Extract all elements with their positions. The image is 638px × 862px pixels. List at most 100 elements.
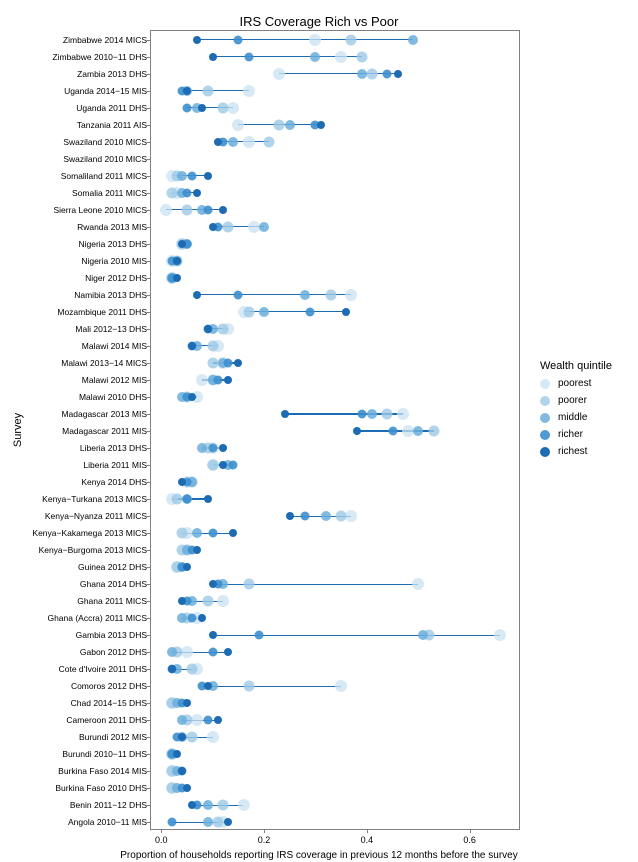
point-middle <box>367 409 377 419</box>
y-tick-mark <box>147 601 151 602</box>
y-tick-mark <box>147 686 151 687</box>
point-richest <box>209 580 217 588</box>
point-richer <box>203 205 212 214</box>
y-tick-mark <box>147 346 151 347</box>
point-poorest <box>335 51 347 63</box>
point-richest <box>219 461 227 469</box>
point-richest <box>178 240 186 248</box>
survey-label: Zimbabwe 2014 MICS <box>63 35 147 45</box>
survey-label: Comoros 2012 DHS <box>71 681 147 691</box>
point-middle <box>321 511 331 521</box>
point-richest <box>173 750 181 758</box>
point-poorer <box>181 204 192 215</box>
survey-label: Mali 2012−13 DHS <box>75 324 147 334</box>
point-poorer <box>274 119 285 130</box>
survey-label: Liberia 2011 MIS <box>83 460 147 470</box>
y-tick-mark <box>147 312 151 313</box>
survey-label: Malawi 2014 MIS <box>82 341 147 351</box>
point-poorest <box>238 799 250 811</box>
x-tick-label: 0.0 <box>155 835 168 845</box>
point-middle <box>310 52 320 62</box>
point-poorer <box>243 306 254 317</box>
point-poorer <box>428 426 439 437</box>
y-tick-mark <box>147 805 151 806</box>
survey-label: Kenya−Turkana 2013 MICS <box>42 494 147 504</box>
survey-label: Gabon 2012 DHS <box>80 647 147 657</box>
legend-item-poorest: poorest <box>540 378 612 389</box>
point-richer <box>244 52 253 61</box>
point-richest <box>209 53 217 61</box>
point-poorest <box>227 102 239 114</box>
point-poorer <box>243 681 254 692</box>
point-richer <box>383 69 392 78</box>
point-richer <box>182 495 191 504</box>
y-tick-mark <box>147 499 151 500</box>
y-tick-mark <box>147 550 151 551</box>
y-tick-mark <box>147 278 151 279</box>
point-poorer <box>223 221 234 232</box>
survey-label: Somaliland 2011 MICS <box>61 171 147 181</box>
point-poorest <box>402 425 414 437</box>
y-tick-mark <box>147 482 151 483</box>
point-richer <box>388 427 397 436</box>
point-poorest <box>232 119 244 131</box>
point-richest <box>183 87 191 95</box>
survey-label: Tanzania 2011 AIS <box>77 120 147 130</box>
y-tick-mark <box>147 584 151 585</box>
survey-label: Liberia 2013 DHS <box>80 443 147 453</box>
point-poorest <box>243 85 255 97</box>
survey-label: Swaziland 2010 MICS <box>63 137 147 147</box>
y-tick-mark <box>147 465 151 466</box>
point-middle <box>197 443 207 453</box>
y-tick-mark <box>147 669 151 670</box>
point-poorer <box>207 460 218 471</box>
point-poorer <box>176 528 187 539</box>
point-poorer <box>336 511 347 522</box>
y-tick-mark <box>147 108 151 109</box>
point-richer <box>203 716 212 725</box>
point-richest <box>353 427 361 435</box>
y-tick-mark <box>147 618 151 619</box>
y-tick-mark <box>147 822 151 823</box>
x-axis-label: Proportion of households reporting IRS c… <box>0 850 638 861</box>
y-tick-mark <box>147 142 151 143</box>
y-tick-mark <box>147 125 151 126</box>
x-tick-label: 0.4 <box>361 835 374 845</box>
y-tick-mark <box>147 754 151 755</box>
point-poorer <box>217 323 228 334</box>
legend-swatch-poorer <box>540 396 550 406</box>
point-poorest <box>217 595 229 607</box>
range-line <box>166 209 223 210</box>
x-tick-mark <box>161 829 162 833</box>
point-richest <box>219 206 227 214</box>
point-richer <box>208 444 217 453</box>
survey-label: Nigeria 2010 MIS <box>81 256 147 266</box>
point-poorer <box>171 494 182 505</box>
y-tick-mark <box>147 244 151 245</box>
y-tick-mark <box>147 176 151 177</box>
point-richest <box>317 121 325 129</box>
point-poorest <box>273 68 285 80</box>
legend-label: poorer <box>558 395 587 406</box>
point-poorest <box>397 408 409 420</box>
range-line <box>197 39 413 40</box>
y-tick-mark <box>147 380 151 381</box>
point-richer <box>188 171 197 180</box>
point-middle <box>408 35 418 45</box>
survey-label: Nigeria 2013 DHS <box>78 239 147 249</box>
point-richest <box>178 478 186 486</box>
point-richest <box>178 597 186 605</box>
range-line <box>202 686 341 687</box>
point-poorest <box>191 714 203 726</box>
survey-label: Burkina Faso 2014 MIS <box>58 766 147 776</box>
point-poorer <box>217 102 228 113</box>
point-poorer <box>166 187 177 198</box>
point-richer <box>188 614 197 623</box>
point-richer <box>301 512 310 521</box>
survey-label: Zambia 2013 DHS <box>77 69 147 79</box>
point-richer <box>208 529 217 538</box>
y-tick-mark <box>147 737 151 738</box>
legend-item-middle: middle <box>540 412 612 423</box>
point-poorest <box>412 578 424 590</box>
point-richest <box>229 529 237 537</box>
